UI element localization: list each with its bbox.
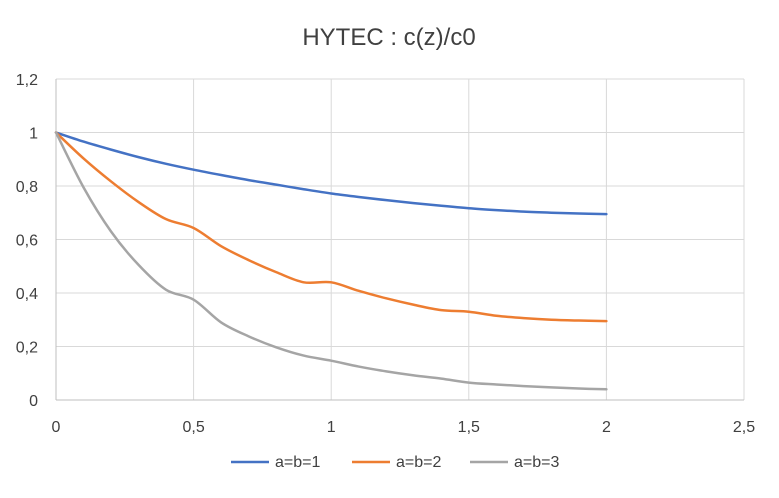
x-tick-label: 2,5 xyxy=(733,419,755,436)
legend-label-1: a=b=1 xyxy=(275,454,320,471)
x-tick-label: 1 xyxy=(327,419,336,436)
series-layer xyxy=(54,131,608,391)
series-line-1 xyxy=(54,131,608,216)
y-tick-label: 1,2 xyxy=(16,72,38,89)
y-tick-label: 0 xyxy=(29,393,38,410)
series-line-2 xyxy=(54,131,608,323)
x-tick-label: 0 xyxy=(52,419,61,436)
legend-label-3: a=b=3 xyxy=(514,454,559,471)
label-layer: 0 0,2 0,4 0,6 0,8 1 1,2 0 0,5 1 1,5 2 2,5 xyxy=(16,72,755,436)
x-tick-label: 1,5 xyxy=(458,419,480,436)
chart-title: HYTEC : c(z)/c0 xyxy=(302,24,475,51)
x-tick-label: 0,5 xyxy=(182,419,204,436)
legend-label-2: a=b=2 xyxy=(396,454,441,471)
y-tick-label: 0,8 xyxy=(16,179,38,196)
series-line-3 xyxy=(54,131,608,391)
y-tick-label: 0,2 xyxy=(16,340,38,357)
y-tick-label: 1 xyxy=(29,126,38,143)
grid-layer xyxy=(56,78,745,400)
x-tick-label: 2 xyxy=(602,419,611,436)
y-tick-label: 0,4 xyxy=(16,286,38,303)
legend: a=b=1 a=b=2 a=b=3 xyxy=(231,454,559,471)
y-tick-label: 0,6 xyxy=(16,233,38,250)
